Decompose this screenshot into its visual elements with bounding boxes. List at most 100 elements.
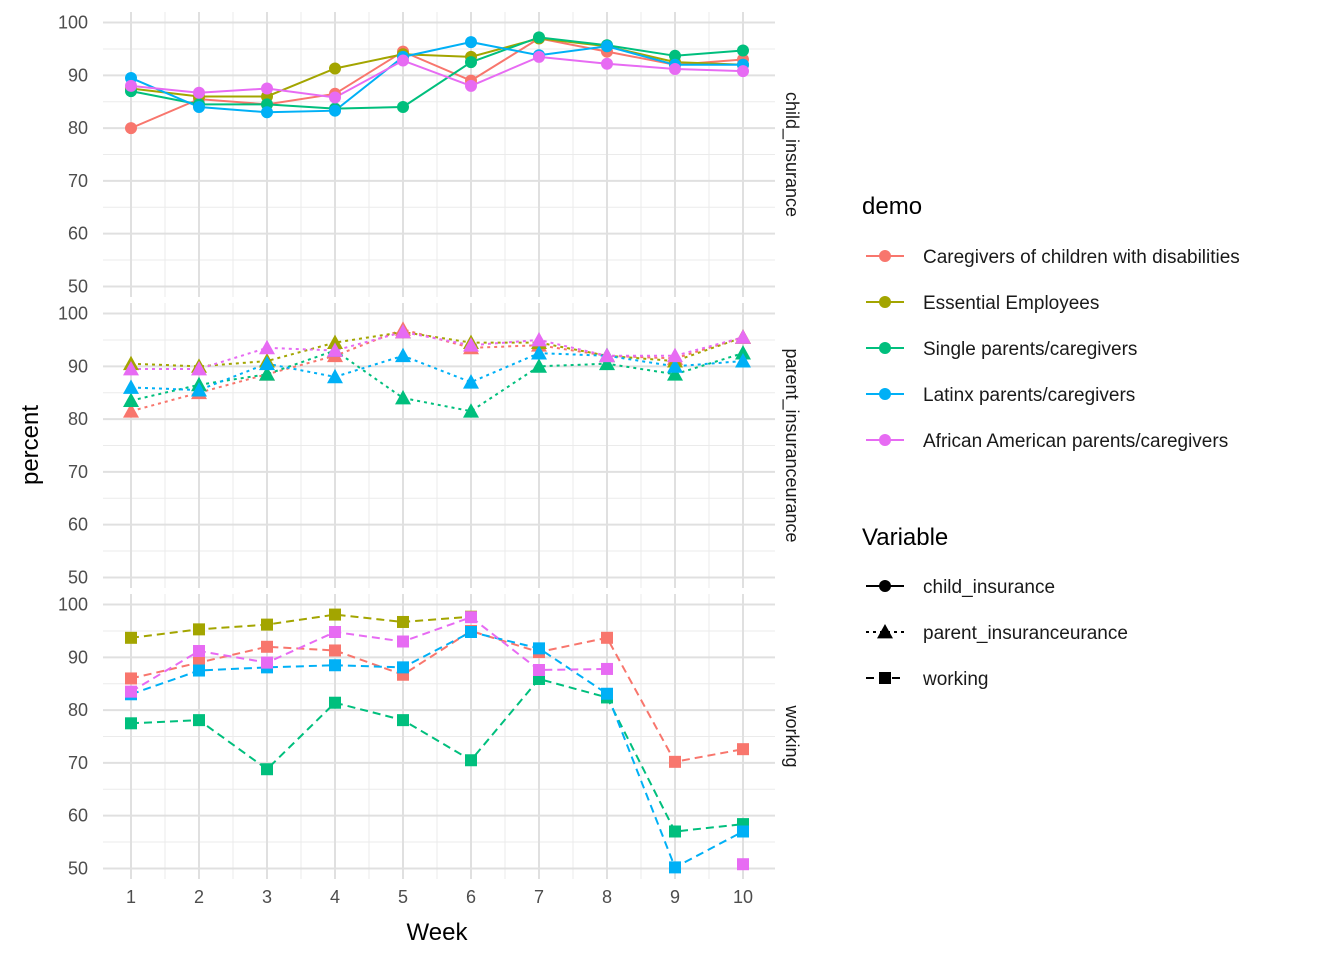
x-tick-label: 7 [534, 887, 544, 907]
data-point [329, 104, 341, 117]
data-point [669, 63, 681, 75]
series-line [130, 37, 744, 130]
series-line [130, 677, 744, 833]
data-point [601, 631, 613, 644]
data-point [465, 611, 477, 624]
data-point [531, 331, 547, 347]
data-point [533, 31, 545, 44]
legend-variable-entry: child_insurance [866, 577, 1055, 598]
series-line [130, 331, 744, 368]
data-point [737, 825, 749, 838]
data-point [601, 57, 613, 70]
data-point [465, 626, 477, 638]
data-point [669, 49, 681, 62]
legend-demo-label: Latinx parents/caregivers [923, 385, 1135, 406]
data-point [735, 353, 751, 368]
y-tick-label: 50 [68, 276, 88, 296]
data-point [261, 640, 273, 653]
data-point [533, 664, 545, 676]
data-point [191, 382, 207, 397]
series-line [130, 352, 744, 392]
data-point [125, 717, 137, 730]
y-tick-label: 60 [68, 806, 88, 826]
y-tick-label: 90 [68, 647, 88, 667]
legend-key-point [879, 296, 891, 308]
data-point [601, 687, 613, 700]
legend-key-point [879, 342, 891, 354]
data-point [735, 329, 751, 344]
series-line [130, 41, 743, 114]
data-point [395, 347, 411, 363]
data-point [193, 101, 205, 113]
data-point [327, 368, 343, 384]
data-point [193, 664, 205, 677]
data-point [329, 644, 341, 657]
x-tick-label: 9 [670, 887, 680, 907]
data-point [669, 825, 681, 838]
data-point [531, 345, 547, 360]
legend-key-point [877, 624, 893, 639]
legend-demo-entry: Latinx parents/caregivers [866, 385, 1135, 406]
data-point [735, 345, 751, 360]
series-line [130, 328, 744, 413]
data-point [397, 54, 409, 67]
data-point [669, 861, 681, 874]
legend-demo: demo Caregivers of children with disabil… [862, 193, 1240, 452]
legend-variable-title: Variable [862, 524, 948, 551]
data-point [601, 40, 613, 53]
strip-label-parent_insuranceurance: parent_insuranceurance [781, 348, 802, 542]
data-point [191, 360, 207, 376]
data-point [533, 642, 545, 655]
data-point [329, 91, 341, 104]
data-point [397, 101, 409, 113]
data-point [125, 122, 137, 135]
data-point [329, 608, 341, 621]
data-point [465, 36, 477, 49]
x-tick-label: 4 [330, 887, 340, 907]
data-point [193, 645, 205, 657]
data-point [397, 635, 409, 648]
y-tick-label: 50 [68, 858, 88, 878]
x-tick-label: 1 [126, 887, 136, 907]
data-point [397, 615, 409, 628]
legend-variable: Variable child_insurance parent_insurance… [862, 524, 1128, 690]
series-line [130, 37, 744, 98]
y-tick-label: 70 [68, 462, 88, 482]
data-point [329, 62, 341, 75]
y-axis-title: percent [17, 405, 44, 485]
legend-demo-entry: Essential Employees [866, 293, 1099, 314]
data-point [397, 661, 409, 674]
y-tick-label: 50 [68, 567, 88, 587]
series-line [130, 55, 744, 99]
y-tick-label: 60 [68, 515, 88, 535]
strip-label-working: working [782, 704, 802, 767]
data-point [329, 696, 341, 709]
x-axis-ticks: 1 2 3 4 5 6 7 8 9 10 [126, 887, 753, 907]
data-point [463, 337, 479, 352]
y-tick-label: 80 [68, 700, 88, 720]
data-point [193, 86, 205, 99]
series-line [130, 613, 472, 639]
data-point [737, 44, 749, 57]
data-point [737, 743, 749, 756]
legend-variable-entry: working [866, 669, 988, 690]
data-point [599, 355, 615, 371]
data-point [737, 858, 749, 871]
data-point [395, 324, 411, 339]
legend-demo-title: demo [862, 193, 922, 220]
data-point [329, 659, 341, 672]
data-point [125, 79, 137, 92]
legend-key-point [879, 672, 891, 684]
legend-demo-entry: Single parents/caregivers [866, 339, 1137, 360]
data-point [463, 374, 479, 389]
y-tick-label: 70 [68, 171, 88, 191]
series-line [130, 36, 744, 110]
data-point [123, 360, 139, 376]
legend-variable-label: working [922, 669, 988, 690]
legend-demo-label: Essential Employees [923, 293, 1099, 314]
series-line [131, 331, 744, 370]
data-point [465, 754, 477, 767]
series-line [130, 616, 608, 693]
data-point [125, 631, 137, 644]
x-tick-label: 6 [466, 887, 476, 907]
